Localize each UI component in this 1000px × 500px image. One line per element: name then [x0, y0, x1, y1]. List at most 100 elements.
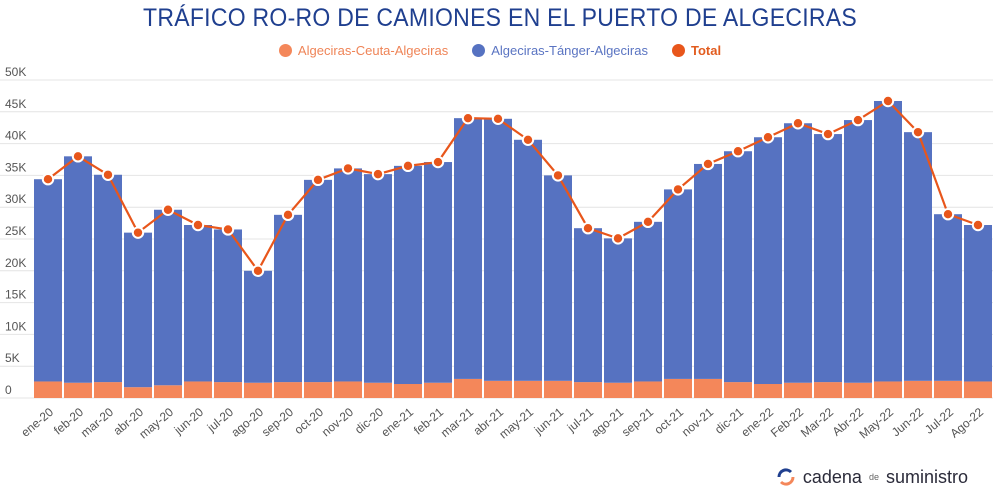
x-tick-label: nov-21 [679, 405, 716, 440]
legend-marker-tanger [472, 44, 486, 57]
bar-tanger [424, 162, 452, 383]
bar-tanger [604, 238, 632, 383]
bar-ceuta [154, 385, 182, 398]
bar-tanger [124, 232, 152, 388]
total-point [881, 94, 895, 108]
bar-tanger [694, 163, 722, 379]
total-point [911, 125, 925, 139]
total-point [581, 221, 595, 235]
chart-title: TRÁFICO RO-RO DE CAMIONES EN EL PUERTO D… [142, 4, 858, 32]
x-tick-label: jun-21 [531, 405, 567, 438]
total-point [341, 162, 355, 175]
bar-ceuta [904, 380, 932, 398]
total-point [221, 223, 235, 236]
bar-ceuta [94, 382, 122, 398]
bar-ceuta [844, 382, 872, 398]
x-tick-label: May-22 [856, 405, 896, 442]
bar-ceuta [484, 380, 512, 398]
x-tick-label: nov-20 [319, 405, 356, 440]
bar-tanger [904, 132, 932, 381]
total-point [461, 111, 475, 125]
bar-ceuta [814, 382, 842, 398]
legend-item-ceuta[interactable]: Algeciras-Ceuta-Algeciras [278, 43, 448, 58]
bar-tanger [814, 134, 842, 383]
bar-ceuta [334, 381, 362, 398]
x-tick-label: ene-22 [738, 405, 776, 440]
bar-ceuta [424, 382, 452, 398]
total-point [671, 183, 685, 196]
y-tick-label: 40K [5, 129, 26, 143]
total-point [731, 145, 745, 158]
total-point [311, 173, 325, 187]
brand-logo: cadena de suministro [775, 466, 968, 488]
bar-tanger [874, 100, 902, 382]
bar-tanger [214, 229, 242, 383]
legend-item-total[interactable]: Total [671, 43, 721, 58]
total-point [251, 264, 265, 277]
x-tick-label: sep-20 [259, 405, 296, 440]
bar-tanger [634, 221, 662, 382]
bar-ceuta [454, 378, 482, 398]
total-point [71, 150, 85, 163]
total-point [551, 169, 565, 182]
bar-tanger [964, 225, 992, 382]
y-tick-label: 50K [5, 65, 26, 79]
x-tick-label: Ago-22 [947, 405, 986, 441]
total-point [851, 113, 865, 127]
bar-tanger [514, 139, 542, 381]
x-tick-label: mar-20 [78, 405, 116, 440]
bar-tanger [274, 214, 302, 383]
bar-ceuta [364, 382, 392, 398]
legend-marker-total [671, 44, 685, 57]
bar-ceuta [784, 382, 812, 398]
x-tick-label: may-21 [496, 405, 536, 442]
y-tick-label: 15K [5, 288, 26, 302]
bar-tanger [724, 151, 752, 383]
total-point [701, 157, 715, 171]
brand-text-2: de [868, 472, 879, 482]
bar-tanger [544, 175, 572, 381]
total-point [371, 167, 385, 181]
bar-tanger [784, 123, 812, 383]
total-point [131, 226, 145, 239]
bar-ceuta [724, 382, 752, 398]
bar-tanger [754, 137, 782, 385]
bar-ceuta [64, 382, 92, 398]
y-tick-label: 10K [5, 319, 26, 333]
bar-tanger [304, 179, 332, 383]
bar-ceuta [754, 384, 782, 398]
bar-ceuta [184, 381, 212, 398]
total-point [101, 168, 115, 181]
bar-tanger [364, 174, 392, 383]
total-point [971, 218, 985, 232]
x-tick-label: may-20 [136, 405, 176, 442]
total-point [941, 207, 955, 221]
x-tick-label: sep-21 [619, 405, 656, 440]
cycle-icon [777, 468, 795, 486]
x-tick-label: ago-20 [228, 405, 266, 440]
bar-tanger [334, 168, 362, 382]
bar-tanger [454, 118, 482, 379]
total-point [821, 127, 835, 141]
total-point [791, 117, 805, 130]
bar-ceuta [874, 381, 902, 398]
bar-tanger [394, 165, 422, 385]
bar-tanger [484, 118, 512, 381]
legend: Algeciras-Ceuta-Algeciras Algeciras-Táng… [0, 43, 1000, 58]
total-point [491, 112, 505, 125]
y-tick-label: 35K [5, 160, 26, 174]
brand-text-1: cadena [802, 466, 862, 487]
legend-marker-ceuta [278, 44, 292, 57]
bar-tanger [184, 225, 212, 382]
bar-ceuta [574, 382, 602, 398]
total-point [611, 232, 625, 245]
y-tick-label: 20K [5, 256, 26, 270]
legend-item-tanger[interactable]: Algeciras-Tánger-Algeciras [472, 43, 648, 58]
x-tick-label: Feb-22 [768, 405, 806, 440]
bar-tanger [574, 228, 602, 383]
total-point [191, 218, 205, 232]
brand-text-3: suministro [885, 466, 968, 487]
bar-ceuta [694, 378, 722, 398]
bar-tanger [664, 189, 692, 379]
